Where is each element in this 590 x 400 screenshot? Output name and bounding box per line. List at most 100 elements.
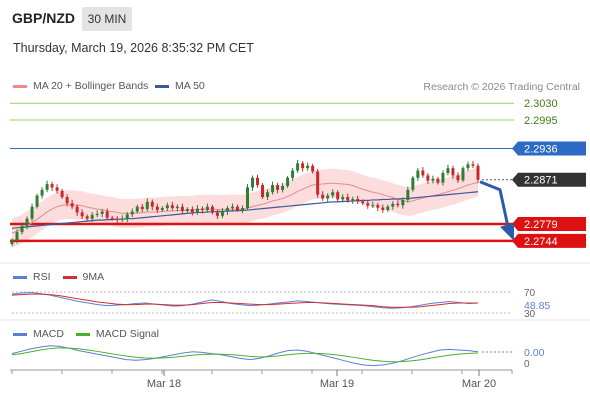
rsi-tick-30: 30 <box>524 309 536 320</box>
candle-body <box>401 199 405 206</box>
candle-body <box>391 203 395 207</box>
resistance-label-tag <box>512 141 586 156</box>
candle-body <box>70 203 74 207</box>
candle-body <box>85 216 89 219</box>
candle-body <box>140 206 144 210</box>
candle-body <box>371 205 375 207</box>
candle-body <box>90 214 94 219</box>
candle-body <box>125 214 129 219</box>
candle-body <box>411 177 415 190</box>
candle-body <box>461 168 465 181</box>
candle-body <box>95 213 99 215</box>
candle-body <box>75 206 79 213</box>
candle-body <box>185 209 189 211</box>
candle-body <box>170 205 174 209</box>
candle-body <box>331 192 335 196</box>
candle-body <box>351 198 355 201</box>
candle-body <box>266 192 270 198</box>
candle-body <box>45 184 49 190</box>
support-label: 2.2779 <box>524 219 558 231</box>
forecast-arrow-head <box>500 222 514 241</box>
candle-body <box>110 217 114 219</box>
last-label: 2.2871 <box>524 175 558 187</box>
candle-body <box>190 209 194 213</box>
ma20-line <box>11 182 479 234</box>
legend-ma50-label: MA 50 <box>175 80 205 92</box>
candle-body <box>205 206 209 211</box>
candle-body <box>175 206 179 209</box>
candle-body <box>441 172 445 183</box>
macd-tick-0: 0 <box>524 359 530 370</box>
symbol-title: GBP/NZD <box>12 10 75 26</box>
candle-body <box>210 206 214 213</box>
target-label: 2.2995 <box>524 115 558 127</box>
candle-body <box>261 185 265 198</box>
candle-body <box>241 208 244 211</box>
macd-signal-line <box>11 347 479 363</box>
candle-body <box>25 218 29 226</box>
candle-body <box>35 195 39 207</box>
candle-body <box>406 189 410 200</box>
candle-body <box>436 178 440 183</box>
candle-body <box>115 218 119 220</box>
candle-body <box>195 208 199 213</box>
forecast-arrow <box>479 180 510 228</box>
candle-body <box>230 206 234 209</box>
candle-body <box>451 168 455 176</box>
candle-body <box>80 212 84 217</box>
candle-body <box>10 240 14 245</box>
macd-signal-swatch <box>75 332 90 336</box>
rsi-tick-70: 70 <box>524 288 536 299</box>
candle-body <box>366 203 370 206</box>
candle-body <box>105 211 109 218</box>
candle-body <box>396 203 400 206</box>
candle-body <box>20 225 24 233</box>
candle-body <box>386 206 390 211</box>
x-tick-label: Mar 19 <box>320 378 354 390</box>
candle-body <box>416 170 420 178</box>
x-tick-label: Mar 20 <box>462 378 496 390</box>
legend-ma50: MA 50 <box>155 80 205 92</box>
candle-body <box>155 206 159 211</box>
candle-body <box>60 190 64 198</box>
candle-body <box>281 185 285 190</box>
candle-body <box>251 177 255 188</box>
target-label: 2.3030 <box>524 98 558 110</box>
candle-body <box>426 175 430 181</box>
chart-header: GBP/NZD 30 MIN <box>0 0 590 36</box>
candle-body <box>100 211 104 214</box>
candle-body <box>446 168 450 173</box>
legend-rsi: RSI 9MA <box>13 271 104 283</box>
candle-body <box>235 206 239 211</box>
support-label: 2.2744 <box>524 236 558 248</box>
candle-body <box>291 170 295 178</box>
candle-body <box>135 206 139 212</box>
interval-button[interactable]: 30 MIN <box>82 7 132 31</box>
x-tick-label: Mar 18 <box>147 378 181 390</box>
legend-macd-signal-label: MACD Signal <box>95 328 159 340</box>
candle-body <box>180 206 184 211</box>
macd-value: 0.00 <box>524 347 545 359</box>
candle-body <box>246 187 249 209</box>
last-label-tag <box>512 172 586 187</box>
legend-ma20-label: MA 20 + Bollinger Bands <box>33 80 149 92</box>
candle-body <box>306 165 310 169</box>
candle-body <box>361 201 365 204</box>
candle-body <box>381 207 385 211</box>
resistance-label: 2.2936 <box>524 143 558 155</box>
candle-body <box>145 201 149 210</box>
support-label-tag <box>512 216 586 231</box>
rsi-ma-line <box>11 293 478 308</box>
candle-body <box>336 192 340 200</box>
candle-body <box>225 208 229 212</box>
candle-body <box>165 205 169 209</box>
candle-body <box>301 163 305 169</box>
candle-body <box>30 206 34 219</box>
candle-body <box>376 205 380 208</box>
candle-body <box>130 211 134 215</box>
legend-macd-label: MACD <box>33 328 64 340</box>
candle-body <box>15 232 19 241</box>
support-label-tag <box>512 233 586 248</box>
candle-body <box>476 165 480 180</box>
